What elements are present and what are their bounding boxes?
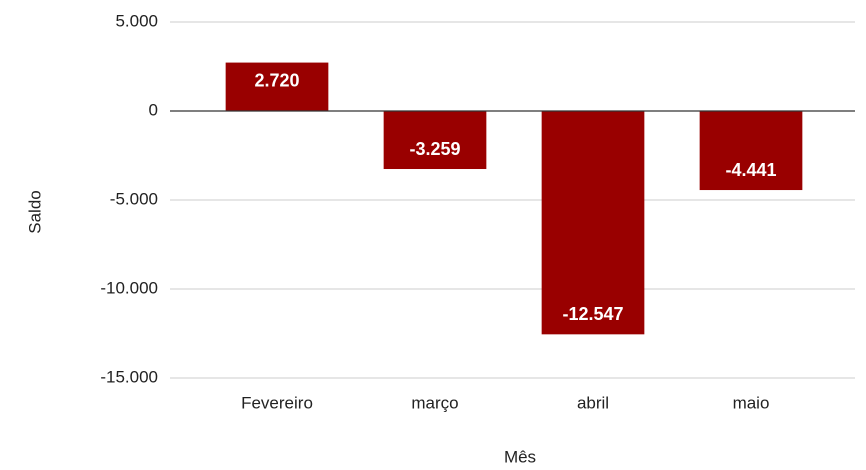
value-label: 2.720 <box>254 70 299 90</box>
y-tick-label: -15.000 <box>100 367 158 386</box>
value-label: -4.441 <box>725 160 776 180</box>
x-tick-label: março <box>411 393 458 412</box>
value-label: -3.259 <box>409 139 460 159</box>
y-tick-label: -10.000 <box>100 278 158 297</box>
y-tick-label: -5.000 <box>110 189 158 208</box>
bar <box>225 62 329 111</box>
value-label: -12.547 <box>562 304 623 324</box>
bar <box>383 111 487 170</box>
x-tick-label: Fevereiro <box>241 393 313 412</box>
x-tick-label: abril <box>577 393 609 412</box>
y-tick-label: 0 <box>149 100 158 119</box>
x-tick-label: maio <box>733 393 770 412</box>
y-tick-label: 5.000 <box>115 11 158 30</box>
bar <box>699 111 803 191</box>
x-axis-label: Mês <box>504 447 536 466</box>
y-axis-label: Saldo <box>25 190 44 233</box>
bar <box>541 111 645 335</box>
